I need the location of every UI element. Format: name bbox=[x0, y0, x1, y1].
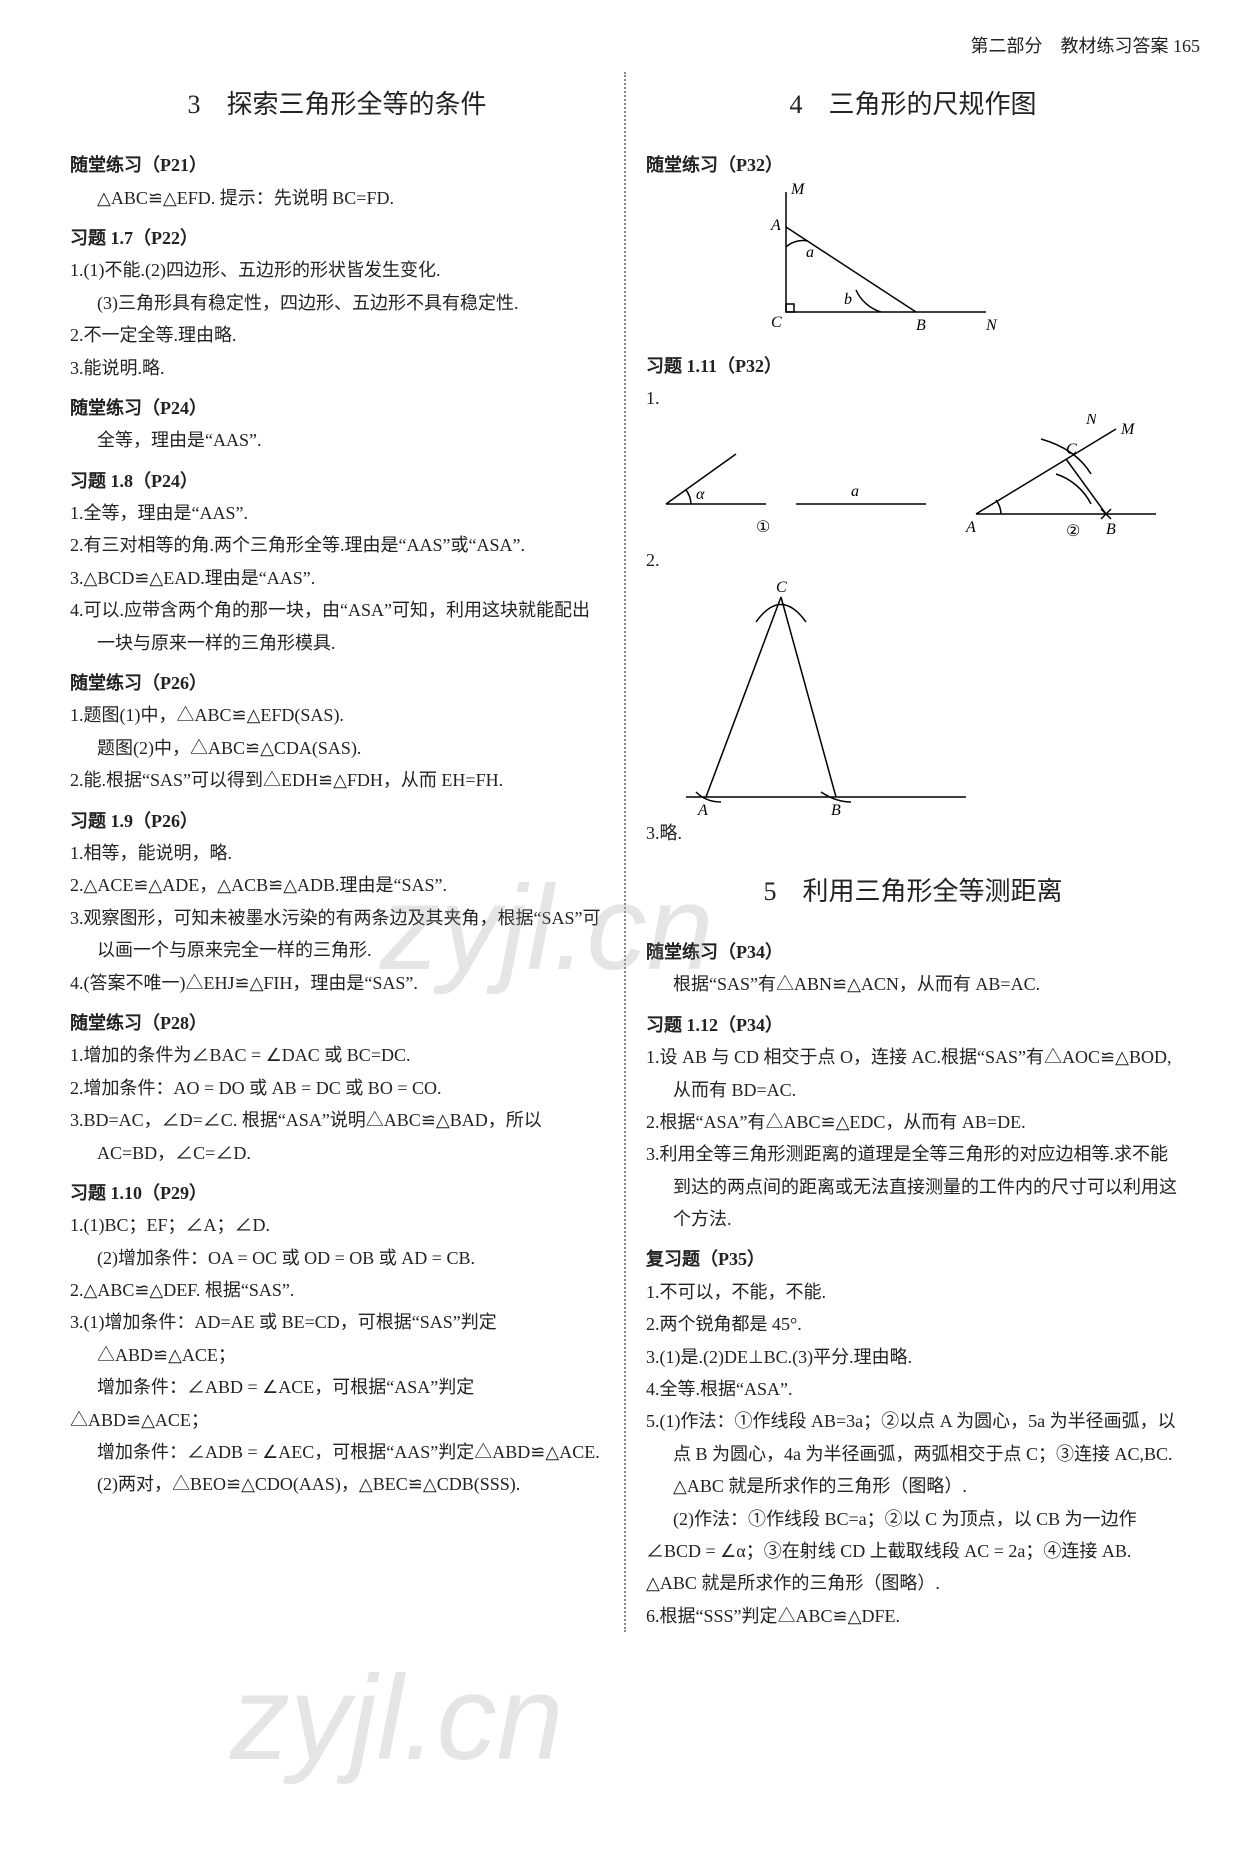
p28-2: 2.增加条件：AO = DO 或 AB = DC 或 BO = CO. bbox=[70, 1072, 604, 1104]
fig2-N: N bbox=[1085, 414, 1098, 428]
q1-7-2: 2.不一定全等.理由略. bbox=[70, 319, 604, 351]
q1-9-1: 1.相等，能说明，略. bbox=[70, 837, 604, 869]
fig1-M: M bbox=[790, 182, 806, 198]
left-column: 3 探索三角形全等的条件 随堂练习（P21） △ABC≌△EFD. 提示：先说明… bbox=[50, 72, 626, 1632]
fig2-two: ② bbox=[1066, 523, 1080, 540]
q1-9-4: 4.(答案不唯一)△EHJ≌△FIH，理由是“SAS”. bbox=[70, 967, 604, 999]
figure-p32: M A a b C B N bbox=[726, 182, 1046, 342]
q1-10-1b: (2)增加条件：OA = OC 或 OD = OB 或 AD = CB. bbox=[70, 1242, 604, 1274]
fig1-C: C bbox=[771, 314, 782, 331]
heading-1-11: 习题 1.11（P32） bbox=[646, 350, 1180, 382]
heading-p26: 随堂练习（P26） bbox=[70, 667, 604, 699]
q1-9-2: 2.△ACE≌△ADE，△ACB≌△ADB.理由是“SAS”. bbox=[70, 869, 604, 901]
q1-8-1: 1.全等，理由是“AAS”. bbox=[70, 497, 604, 529]
q1-11-2: 2. bbox=[646, 544, 1180, 576]
fig1-B: B bbox=[916, 317, 926, 334]
fig1-N: N bbox=[985, 317, 998, 334]
heading-p24: 随堂练习（P24） bbox=[70, 392, 604, 424]
rev-5b: (2)作法：①作线段 BC=a；②以 C 为顶点，以 CB 为一边作 ∠BCD … bbox=[646, 1503, 1180, 1600]
p26-2: 2.能.根据“SAS”可以得到△EDH≌△FDH，从而 EH=FH. bbox=[70, 764, 604, 796]
heading-1-7: 习题 1.7（P22） bbox=[70, 222, 604, 254]
q1-12-3: 3.利用全等三角形测距离的道理是全等三角形的对应边相等.求不能到达的两点间的距离… bbox=[646, 1138, 1180, 1235]
heading-review: 复习题（P35） bbox=[646, 1243, 1180, 1275]
q1-12-1: 1.设 AB 与 CD 相交于点 O，连接 AC.根据“SAS”有△AOC≌△B… bbox=[646, 1041, 1180, 1106]
heading-1-9: 习题 1.9（P26） bbox=[70, 805, 604, 837]
heading-p21: 随堂练习（P21） bbox=[70, 149, 604, 181]
fig2-alpha: α bbox=[696, 486, 705, 503]
q1-10-3b: 增加条件：∠ABD = ∠ACE，可根据“ASA”判定△ABD≌△ACE； bbox=[70, 1371, 604, 1436]
heading-p34: 随堂练习（P34） bbox=[646, 936, 1180, 968]
fig2-C: C bbox=[1066, 441, 1077, 458]
q1-7-1-cont: (3)三角形具有稳定性，四边形、五边形不具有稳定性. bbox=[70, 287, 604, 319]
q1-10-3c: 增加条件：∠ADB = ∠AEC，可根据“AAS”判定△ABD≌△ACE. bbox=[70, 1436, 604, 1468]
rev-2: 2.两个锐角都是 45°. bbox=[646, 1308, 1180, 1340]
p21-answer: △ABC≌△EFD. 提示：先说明 BC=FD. bbox=[70, 182, 604, 214]
fig2-a: a bbox=[851, 483, 859, 500]
heading-1-12: 习题 1.12（P34） bbox=[646, 1009, 1180, 1041]
fig2-M: M bbox=[1120, 421, 1136, 438]
rev-5a: 5.(1)作法：①作线段 AB=3a；②以点 A 为圆心，5a 为半径画弧，以点… bbox=[646, 1405, 1180, 1502]
q1-9-3: 3.观察图形，可知未被墨水污染的有两条边及其夹角，根据“SAS”可以画一个与原来… bbox=[70, 902, 604, 967]
rev-6: 6.根据“SSS”判定△ABC≌△DFE. bbox=[646, 1600, 1180, 1632]
heading-1-10: 习题 1.10（P29） bbox=[70, 1177, 604, 1209]
q1-10-3a: 3.(1)增加条件：AD=AE 或 BE=CD，可根据“SAS”判定△ABD≌△… bbox=[70, 1306, 604, 1371]
two-column-layout: 3 探索三角形全等的条件 随堂练习（P21） △ABC≌△EFD. 提示：先说明… bbox=[50, 72, 1200, 1632]
q1-10-3d: (2)两对，△BEO≌△CDO(AAS)，△BEC≌△CDB(SSS). bbox=[70, 1468, 604, 1500]
p26-1: 1.题图(1)中，△ABC≌△EFD(SAS). bbox=[70, 699, 604, 731]
fig1-b: b bbox=[844, 291, 852, 308]
fig2-one: ① bbox=[756, 519, 770, 536]
rev-1: 1.不可以，不能，不能. bbox=[646, 1276, 1180, 1308]
rev-3: 3.(1)是.(2)DE⊥BC.(3)平分.理由略. bbox=[646, 1341, 1180, 1373]
q1-10-1: 1.(1)BC；EF；∠A；∠D. bbox=[70, 1209, 604, 1241]
figure-1-11-1: α a ① ② A B C M N bbox=[646, 414, 1166, 544]
fig3-C: C bbox=[776, 579, 787, 596]
q1-8-3: 3.△BCD≌△EAD.理由是“AAS”. bbox=[70, 562, 604, 594]
fig2-A: A bbox=[965, 519, 976, 536]
p26-1b: 题图(2)中，△ABC≌△CDA(SAS). bbox=[70, 732, 604, 764]
section-5-title: 5 利用三角形全等测距离 bbox=[646, 869, 1180, 916]
q1-7-3: 3.能说明.略. bbox=[70, 352, 604, 384]
p24-answer: 全等，理由是“AAS”. bbox=[70, 424, 604, 456]
q1-11-3: 3.略. bbox=[646, 817, 1180, 849]
p34-answer: 根据“SAS”有△ABN≌△ACN，从而有 AB=AC. bbox=[646, 968, 1180, 1000]
q1-10-2: 2.△ABC≌△DEF. 根据“SAS”. bbox=[70, 1274, 604, 1306]
section-4-title: 4 三角形的尺规作图 bbox=[646, 82, 1180, 129]
fig1-A: A bbox=[770, 217, 781, 234]
rev-4: 4.全等.根据“ASA”. bbox=[646, 1373, 1180, 1405]
q1-12-2: 2.根据“ASA”有△ABC≌△EDC，从而有 AB=DE. bbox=[646, 1106, 1180, 1138]
q1-8-2: 2.有三对相等的角.两个三角形全等.理由是“AAS”或“ASA”. bbox=[70, 529, 604, 561]
watermark-2: zyjl.cn bbox=[230, 1610, 563, 1826]
right-column: 4 三角形的尺规作图 随堂练习（P32） M A a b C B N 习题 1.… bbox=[626, 72, 1200, 1632]
fig3-B: B bbox=[831, 802, 841, 817]
page-header: 第二部分 教材练习答案 165 bbox=[50, 30, 1200, 62]
section-3-title: 3 探索三角形全等的条件 bbox=[70, 82, 604, 129]
fig2-B: B bbox=[1106, 521, 1116, 538]
heading-p28: 随堂练习（P28） bbox=[70, 1007, 604, 1039]
figure-1-11-2: C A B bbox=[666, 577, 986, 817]
fig1-a: a bbox=[806, 244, 814, 261]
heading-p32: 随堂练习（P32） bbox=[646, 149, 1180, 181]
q1-8-4: 4.可以.应带含两个角的那一块，由“ASA”可知，利用这块就能配出一块与原来一样… bbox=[70, 594, 604, 659]
fig3-A: A bbox=[697, 802, 708, 817]
p28-1: 1.增加的条件为∠BAC = ∠DAC 或 BC=DC. bbox=[70, 1039, 604, 1071]
q1-11-1: 1. bbox=[646, 382, 1180, 414]
heading-1-8: 习题 1.8（P24） bbox=[70, 465, 604, 497]
q1-7-1: 1.(1)不能.(2)四边形、五边形的形状皆发生变化. bbox=[70, 254, 604, 286]
p28-3: 3.BD=AC，∠D=∠C. 根据“ASA”说明△ABC≌△BAD，所以 AC=… bbox=[70, 1104, 604, 1169]
